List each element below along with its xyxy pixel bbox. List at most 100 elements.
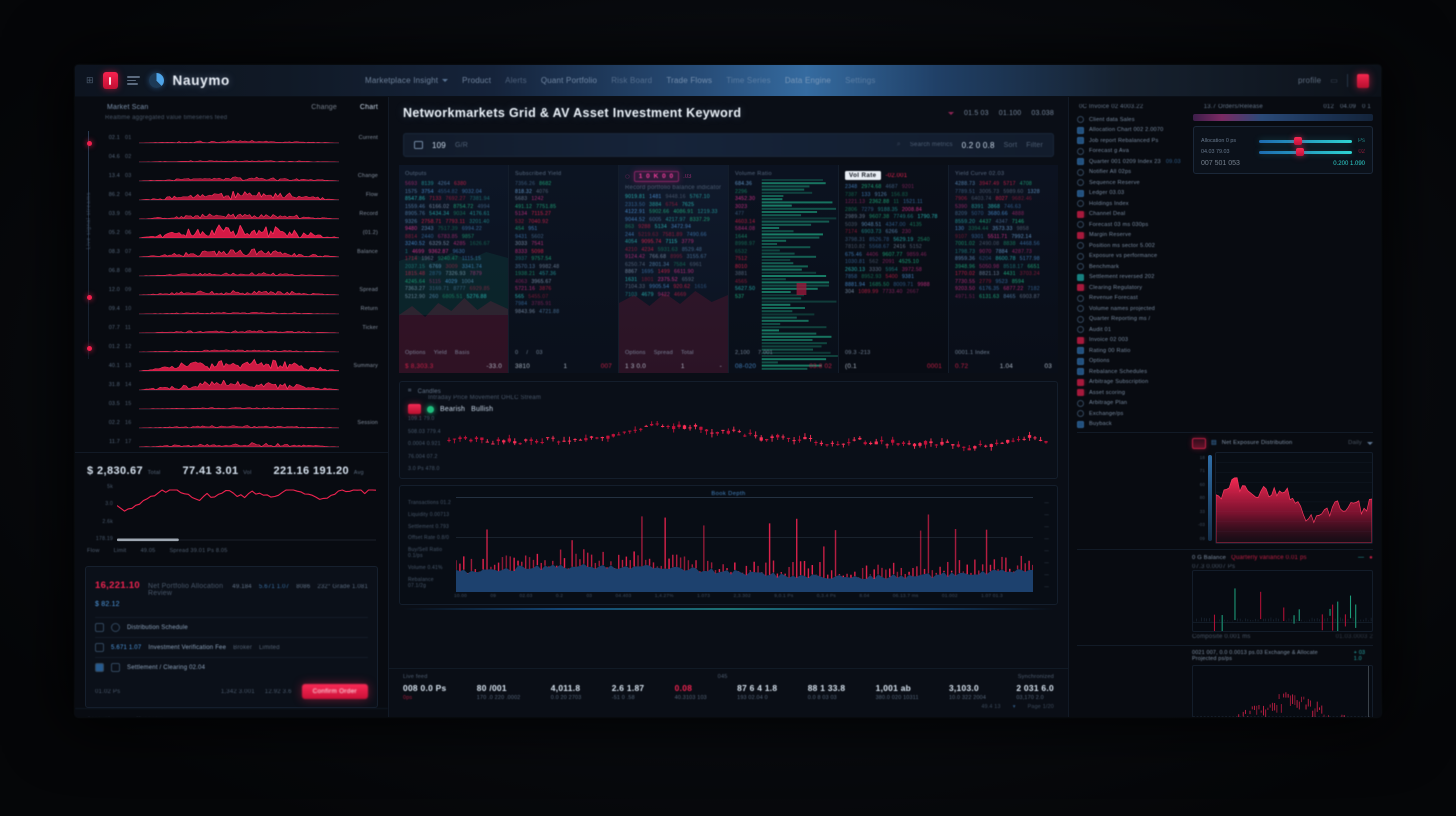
row-sparkline[interactable] (139, 334, 339, 353)
menu-item[interactable]: Quarter 001 0209 Index 23 09.03 (1077, 158, 1187, 165)
nav-item-7[interactable]: Data Engine (784, 76, 832, 85)
slider-track[interactable] (1259, 137, 1352, 145)
grid-cell[interactable]: Vol Rate -02.001 2348 2974.68 4687 9201 7387… (839, 165, 949, 373)
row-sparkline[interactable] (139, 391, 339, 410)
area-chart-select[interactable]: Daily (1348, 440, 1362, 446)
menu-item[interactable]: Exchange/ps (1077, 410, 1187, 417)
slider-knob[interactable] (1296, 148, 1305, 156)
left-chart-plot[interactable] (116, 482, 377, 544)
menu-item[interactable]: Volume names projected (1077, 305, 1187, 312)
slider-track[interactable] (1259, 148, 1353, 156)
nav-item-4[interactable]: Risk Board (611, 76, 653, 85)
chevron-down-icon[interactable] (947, 111, 954, 115)
menu-item[interactable]: Clearing Regulatory (1077, 284, 1187, 291)
slider-row[interactable]: 04.03 79.03 02 (1201, 148, 1365, 156)
confirm-order-button[interactable]: Confirm Order (301, 684, 368, 699)
menu-item[interactable]: Forecast 03 ms 030ps (1077, 221, 1187, 228)
row-sparkline[interactable] (139, 220, 339, 239)
nav-item-6[interactable]: Time Series (726, 76, 771, 85)
grid-cell[interactable]: ◌ 1 0 K 0 0 .03 Record portfolio balance… (619, 165, 729, 373)
sparkline-row[interactable]: 86.2 04 Flow (105, 182, 378, 201)
chart1-plot[interactable] (446, 416, 1049, 472)
row-sparkline[interactable] (139, 239, 339, 258)
menu-item[interactable]: Channel Deal (1077, 210, 1187, 218)
menu-item[interactable]: Rebalance Schedules (1077, 368, 1187, 375)
row-sparkline[interactable] (139, 201, 339, 220)
sparkline-row[interactable]: 11.7 17 (105, 429, 378, 448)
sparkline-row[interactable]: 31.8 14 (105, 372, 378, 391)
menu-item[interactable]: Holdings Index (1077, 200, 1187, 207)
row-sparkline[interactable] (139, 410, 339, 429)
row-sparkline[interactable] (139, 296, 339, 315)
notifications-icon[interactable]: ▭ (1330, 76, 1338, 85)
menu-item[interactable]: Allocation Chart 002 2.0070 (1077, 126, 1187, 134)
card-row-fee[interactable]: 5.671 1.07 Investment Verification Fee B… (95, 637, 368, 657)
menu-item[interactable]: Job report Rebalanced Ps (1077, 137, 1187, 144)
slider-knob[interactable] (1294, 137, 1303, 145)
slider-row[interactable]: Allocation 0 ps Ps (1201, 137, 1365, 145)
menu-item[interactable]: Revenue Forecast (1077, 294, 1187, 302)
account-button[interactable] (1357, 73, 1369, 88)
menu-item[interactable]: Ledger 03.03 (1077, 189, 1187, 197)
sparkline-row[interactable]: 06.8 08 (105, 258, 378, 277)
pie-icon[interactable] (148, 73, 164, 88)
grid-cell[interactable]: Volume Ratio 684.36 2296 3452.30 3023 477 460… (729, 165, 839, 373)
chart2-plot[interactable] (455, 497, 1034, 592)
menu-item[interactable]: Forecast g Ava (1077, 147, 1187, 155)
row-sparkline[interactable] (139, 429, 339, 448)
row-sparkline[interactable] (139, 372, 339, 391)
grid-icon[interactable] (414, 141, 423, 149)
menu-item[interactable]: Notifier All 02ps (1077, 168, 1187, 176)
sparkline-row[interactable]: 09.4 10 Return (105, 296, 378, 315)
menu-item[interactable]: Rating 00 Ratio (1077, 347, 1187, 354)
menu-item[interactable]: Settlement reversed 202 (1077, 273, 1187, 281)
sparkline-row[interactable]: 40.1 13 Summary (105, 353, 378, 372)
menu-item[interactable]: Arbitrage Subscription (1077, 378, 1187, 386)
row-sparkline[interactable] (139, 315, 339, 334)
row-sparkline[interactable] (139, 144, 339, 163)
row-sparkline[interactable] (139, 182, 339, 201)
row-sparkline[interactable] (139, 125, 339, 144)
nav-item-0[interactable]: Marketplace Insight (365, 76, 449, 85)
sparkline-row[interactable]: 02.1 01 Current (105, 125, 378, 144)
menu-item[interactable]: Exposure vs performance (1077, 252, 1187, 260)
menu-item[interactable]: Position ms sector 5.002 (1077, 242, 1187, 249)
menu-item[interactable]: Margin Reserve (1077, 231, 1187, 239)
row-sparkline[interactable] (139, 277, 339, 296)
nav-item-2[interactable]: Alerts (505, 76, 527, 85)
menu-item[interactable]: Asset scoring (1077, 389, 1187, 396)
vertical-scrollbar[interactable] (1208, 454, 1212, 541)
menu-item[interactable]: Quarter Reporting ms / (1077, 315, 1187, 323)
menu-icon[interactable] (126, 76, 140, 85)
search-icon[interactable]: ⌕ (896, 141, 901, 148)
sparkline-row[interactable]: 01.2 12 (105, 334, 378, 353)
nav-item-8[interactable]: Settings (845, 76, 876, 85)
menu-item[interactable]: Arbitrage Plan (1077, 399, 1187, 407)
search-input[interactable]: Search metrics (909, 142, 953, 148)
candle-mini-plot[interactable] (1192, 569, 1373, 632)
sparkline-row[interactable]: 07.7 11 Ticker (105, 315, 378, 334)
row-sparkline[interactable] (139, 258, 339, 277)
menu-item[interactable]: Buyback (1077, 420, 1187, 428)
sparkline-row[interactable]: 04.6 02 (105, 144, 378, 163)
sparkline-row[interactable]: 03.5 15 (105, 391, 378, 410)
nav-item-3[interactable]: Quant Portfolio (540, 76, 598, 85)
row-sparkline[interactable] (139, 163, 339, 182)
menu-item[interactable]: Options (1077, 357, 1187, 365)
menu-item[interactable]: Benchmark (1077, 263, 1187, 270)
head-chip-1[interactable]: 04.09 (1340, 104, 1357, 110)
card-row-schedule[interactable]: Distribution Schedule (95, 617, 368, 637)
filter-button[interactable]: Filter (1026, 141, 1043, 149)
grid-icon[interactable]: ⊞ (86, 75, 94, 85)
chevron-down-icon[interactable]: ▾ (1012, 704, 1016, 710)
chevron-down-icon[interactable] (1367, 441, 1373, 445)
menu-item[interactable]: Sequence Reserve (1077, 179, 1187, 186)
menu-item[interactable]: Client data Sales (1077, 116, 1187, 123)
sparkline-row[interactable]: 13.4 03 Change (105, 163, 378, 182)
card-row-settlement[interactable]: Settlement / Clearing 02.04 (95, 657, 368, 677)
nav-item-5[interactable]: Trade Flows (666, 76, 713, 85)
grid-cell[interactable]: Subscribed Yield 7356.26 8682 818.32 4076 56… (509, 165, 619, 373)
sparkline-row[interactable]: 08.3 07 Balance (105, 239, 378, 258)
menu-item[interactable]: Invoice 02 003 (1077, 336, 1187, 344)
grid-cell[interactable]: Yield Curve 02.03 4288.73 3947.49 5717 4708… (949, 165, 1058, 373)
